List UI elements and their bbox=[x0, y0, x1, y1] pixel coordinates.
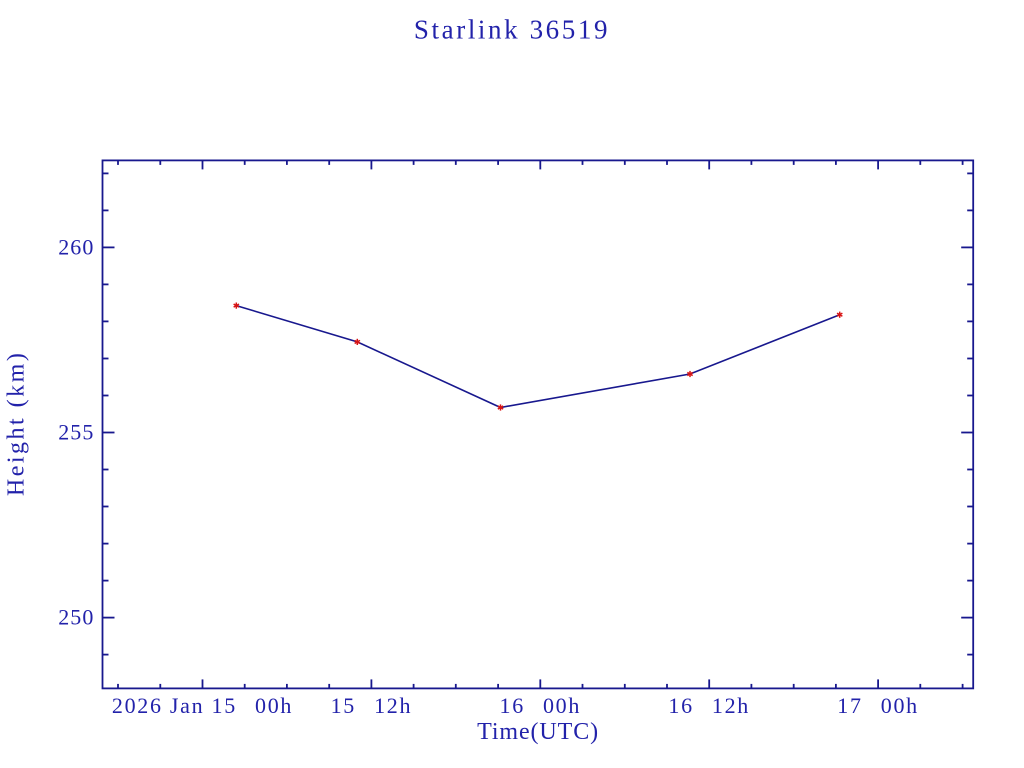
svg-text:16 12h: 16 12h bbox=[668, 693, 750, 718]
svg-text:260: 260 bbox=[58, 234, 94, 259]
svg-text:15 12h: 15 12h bbox=[331, 693, 413, 718]
svg-text:2026 Jan 15 00h: 2026 Jan 15 00h bbox=[112, 693, 293, 718]
svg-text:Height (km): Height (km) bbox=[4, 351, 30, 496]
svg-text:250: 250 bbox=[58, 605, 94, 630]
svg-text:Starlink 36519: Starlink 36519 bbox=[414, 15, 610, 45]
svg-text:255: 255 bbox=[58, 420, 94, 445]
svg-text:Time(UTC): Time(UTC) bbox=[477, 719, 599, 745]
svg-text:17 00h: 17 00h bbox=[837, 693, 919, 718]
svg-text:16 00h: 16 00h bbox=[500, 693, 582, 718]
